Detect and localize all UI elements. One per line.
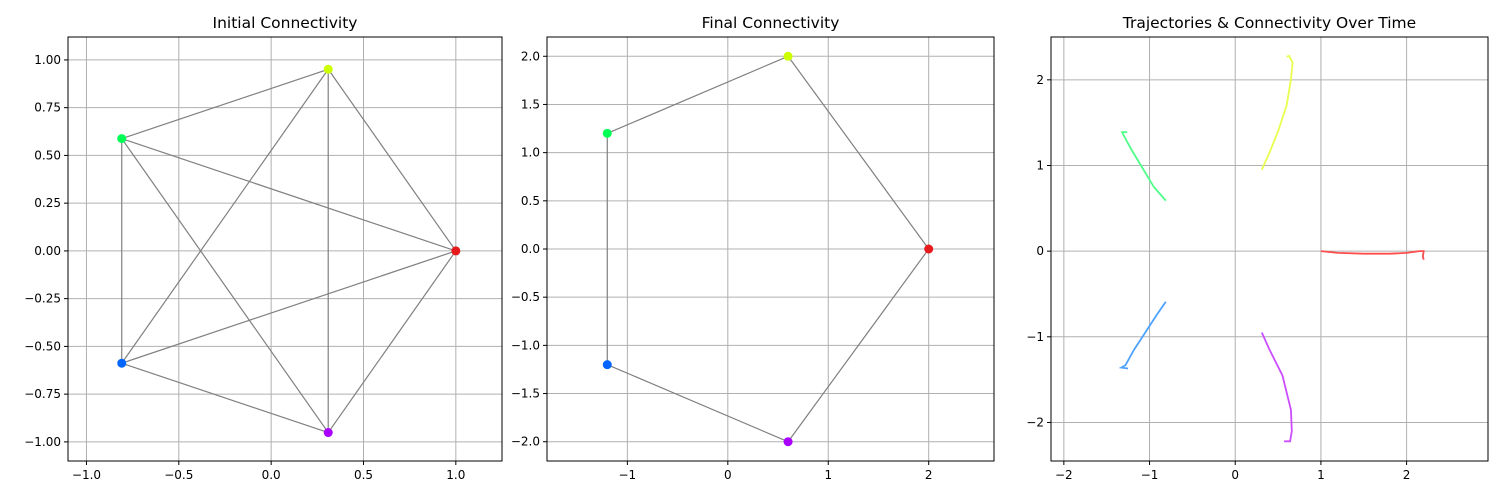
x-tick-label: 2 [925, 468, 933, 482]
trajectories-plot: −2 −1 0 1 2 −2 −1 0 1 2 Trajectories & Connectivit… [1026, 14, 1489, 482]
x-tick-label: 0.5 [354, 468, 373, 482]
y-tick-label: 1.00 [34, 53, 61, 67]
y-tick-label: 0.00 [34, 244, 61, 258]
agent-node-5 [783, 437, 793, 447]
x-tick-label: 1 [1317, 468, 1325, 482]
trajectory-agent-3 [1120, 131, 1167, 202]
y-tick-label: 1.5 [521, 97, 540, 111]
x-tick-label: 1 [824, 468, 832, 482]
chart-title: Trajectories & Connectivity Over Time [1122, 14, 1416, 32]
y-tick-label: 0.50 [34, 148, 61, 162]
y-tick-label: −0.25 [24, 292, 61, 306]
connection-edge [787, 55, 930, 250]
chart-title: Final Connectivity [702, 14, 840, 32]
x-tick-label: −2 [1055, 468, 1073, 482]
y-tick-label: −1.00 [24, 435, 61, 449]
axes-frame [1050, 36, 1489, 462]
x-tick-label: 0 [1231, 468, 1239, 482]
y-tick-label: 2.0 [521, 49, 540, 63]
agent-node-3 [117, 134, 127, 144]
axes-frame [67, 36, 503, 462]
x-tick-label: −0.5 [164, 468, 193, 482]
x-tick-label: −1.0 [72, 468, 101, 482]
trajectory-agent-5 [1260, 332, 1293, 443]
y-tick-label: 0.75 [34, 101, 61, 115]
connection-edge [121, 138, 457, 252]
y-tick-label: −2 [1026, 415, 1044, 429]
connection-edge [121, 250, 457, 364]
connection-edge [121, 68, 329, 140]
initial-connectivity-plot: −1.0 −0.5 0.0 0.5 1.0 −1.00 −0.75 −0.50 −0.25 0.0… [24, 14, 503, 482]
final-connectivity-plot: −1 0 1 2 −2.0 −1.5 −1.0 −0.5 0.0 0.5 1.0 1.5 2.0 Fina… [511, 14, 995, 482]
y-tick-label: 0 [1036, 244, 1044, 258]
connection-edge [121, 68, 329, 364]
x-tick-label: −1 [1141, 468, 1159, 482]
agent-node-1 [451, 246, 461, 256]
agent-node-4 [602, 360, 612, 370]
connection-edge [787, 248, 930, 443]
x-tick-label: 2 [1403, 468, 1411, 482]
connection-edge [327, 68, 457, 252]
agent-node-4 [117, 358, 127, 368]
connection-edge [121, 138, 329, 433]
trajectory-agent-4 [1118, 301, 1167, 370]
y-tick-label: 0.25 [34, 196, 61, 210]
y-tick-label: −1 [1026, 330, 1044, 344]
agent-node-5 [323, 428, 333, 438]
y-tick-label: −1.5 [511, 387, 540, 401]
chart-title: Initial Connectivity [213, 14, 358, 32]
connection-edge [607, 364, 789, 443]
x-tick-label: −1 [619, 468, 637, 482]
connection-edge [327, 250, 457, 433]
y-tick-label: 0.5 [521, 194, 540, 208]
x-tick-label: 1.0 [446, 468, 465, 482]
agent-node-2 [783, 51, 793, 61]
y-tick-label: −0.75 [24, 387, 61, 401]
trajectory-agent-2 [1260, 54, 1294, 171]
trajectory-agent-1 [1320, 250, 1425, 260]
y-tick-label: −2.0 [511, 435, 540, 449]
y-tick-label: 2 [1036, 73, 1044, 87]
connection-edge [607, 55, 789, 134]
connection-edge [121, 362, 329, 434]
y-tick-label: −0.50 [24, 339, 61, 353]
y-tick-label: −0.5 [511, 290, 540, 304]
agent-node-3 [602, 128, 612, 138]
x-tick-label: 0.0 [262, 468, 281, 482]
y-tick-label: 0.0 [521, 242, 540, 256]
agent-node-1 [924, 244, 934, 254]
y-tick-label: 1 [1036, 158, 1044, 172]
y-tick-label: 1.0 [521, 146, 540, 160]
agent-node-2 [323, 64, 333, 74]
x-tick-label: 0 [724, 468, 732, 482]
y-tick-label: −1.0 [511, 338, 540, 352]
